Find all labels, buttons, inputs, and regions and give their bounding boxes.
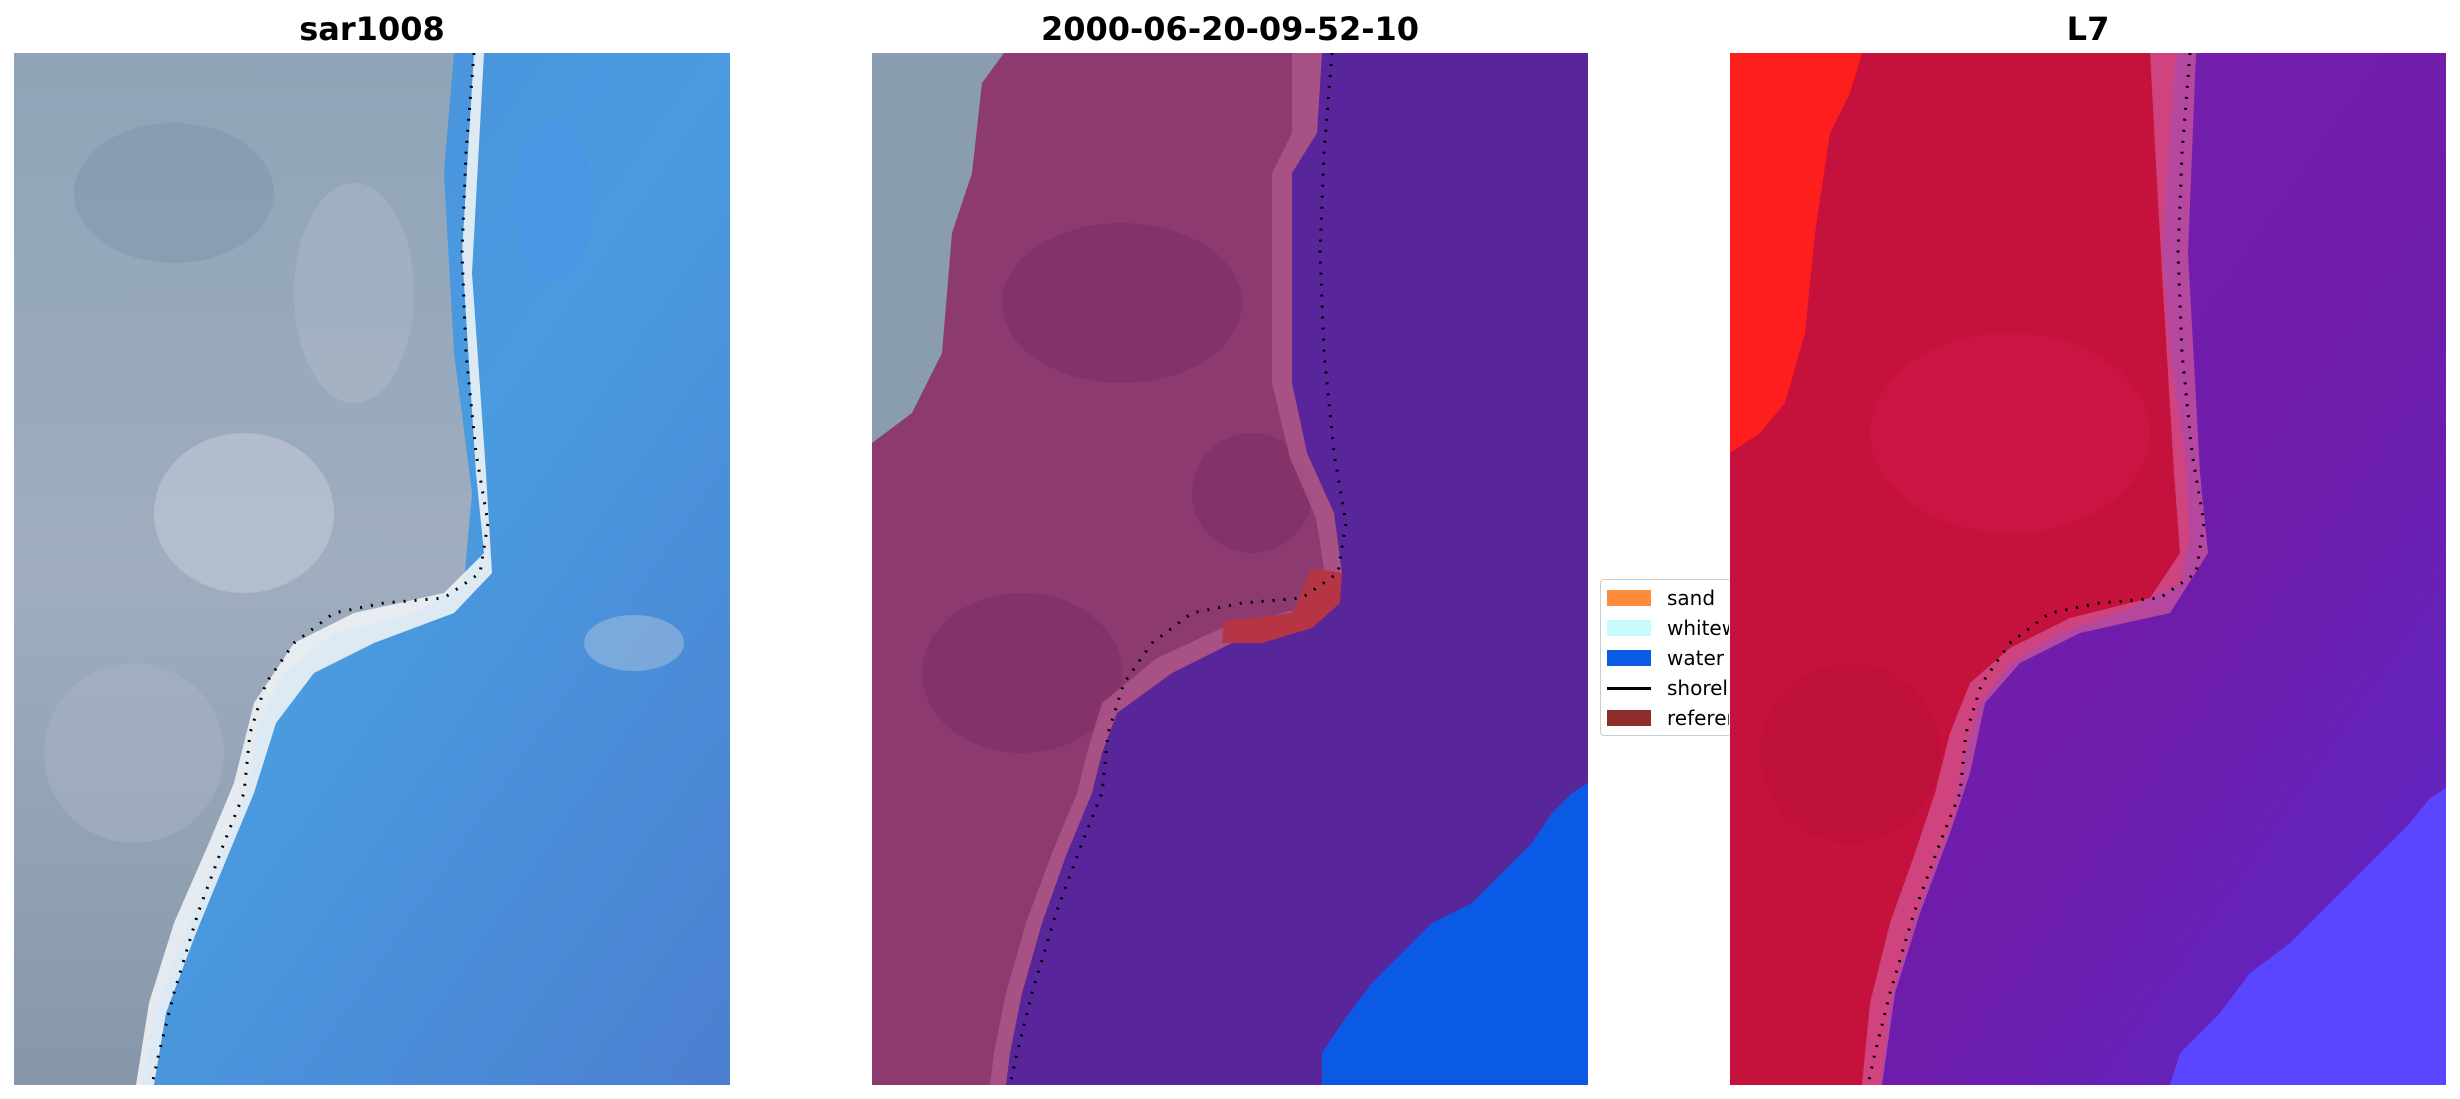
panel-title-sar1008: sar1008 (299, 10, 445, 48)
legend-item-sand: sand (1607, 586, 1715, 610)
legend-swatch-reference (1607, 710, 1651, 726)
legend-swatch-water (1607, 650, 1651, 666)
beach-strip (136, 53, 492, 1085)
rgb-image (14, 53, 730, 1085)
classified-image-panel (872, 53, 1588, 1085)
legend-swatch-sand (1607, 590, 1651, 606)
legend-item-water: water (1607, 646, 1724, 670)
l7-water-bright-area (2170, 788, 2446, 1085)
legend-label-sand: sand (1667, 586, 1716, 610)
l7-image (1730, 53, 2446, 1085)
reference-area (1222, 568, 1342, 643)
water-bright-area (1322, 783, 1588, 1085)
legend-label-water: water (1667, 646, 1724, 670)
l7-land-bright-area (1730, 53, 1862, 453)
legend-label-shoreline: shoreline (1667, 676, 1729, 700)
legend-item-shoreline: shoreline (1607, 676, 1729, 700)
rgb-image-panel (14, 53, 730, 1085)
legend-line-shoreline (1607, 686, 1651, 690)
classified-image (872, 53, 1588, 1085)
legend-item-reference: reference (1607, 706, 1729, 730)
panel-title-l7: L7 (2066, 10, 2110, 48)
panel-title-date: 2000-06-20-09-52-10 (1040, 10, 1420, 48)
legend-swatch-whitewater (1607, 620, 1651, 636)
legend-label-reference: reference (1667, 706, 1729, 730)
unclassified-land-area (872, 53, 1004, 443)
l7-land-area (1730, 53, 2190, 1085)
l7-image-panel (1730, 53, 2446, 1085)
